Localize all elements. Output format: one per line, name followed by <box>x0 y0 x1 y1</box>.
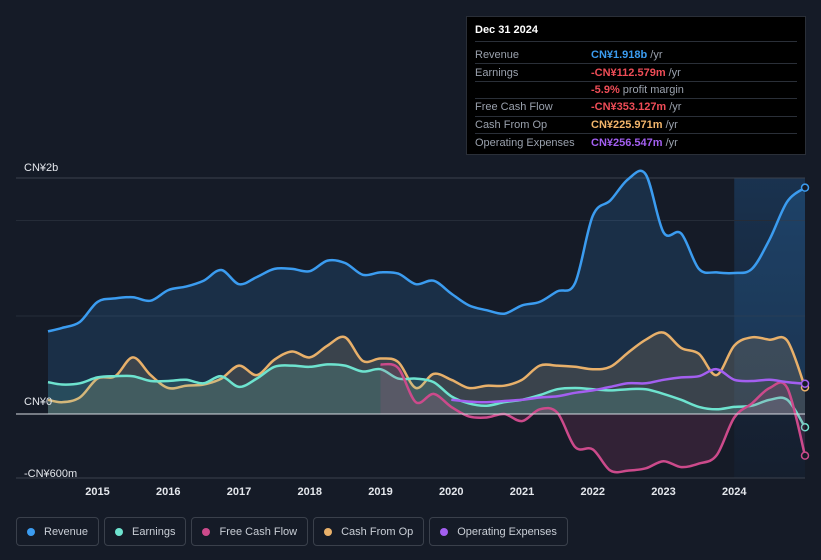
x-tick-label: 2022 <box>581 486 605 498</box>
x-tick-label: 2016 <box>156 486 180 498</box>
legend-earnings[interactable]: Earnings <box>104 517 187 546</box>
earnings-endpoint <box>800 423 810 432</box>
tooltip-value: -CN¥353.127m <box>591 101 667 114</box>
y-tick-label: CN¥0 <box>24 396 52 408</box>
legend-dot-icon <box>115 527 124 536</box>
legend-operating-expenses[interactable]: Operating Expenses <box>429 517 568 546</box>
x-tick-label: 2020 <box>439 486 463 498</box>
chart-tooltip: Dec 31 2024 Revenue CN¥1.918b /yr Earnin… <box>466 16 806 155</box>
tooltip-value: CN¥256.547m <box>591 136 663 149</box>
x-tick-label: 2023 <box>651 486 675 498</box>
legend-free-cash-flow[interactable]: Free Cash Flow <box>191 517 309 546</box>
x-tick-label: 2017 <box>227 486 251 498</box>
legend-cash-from-op[interactable]: Cash From Op <box>313 517 425 546</box>
tooltip-label: Free Cash Flow <box>475 101 553 114</box>
tooltip-row-revenue: Revenue CN¥1.918b /yr <box>475 47 797 65</box>
x-tick-label: 2018 <box>298 486 322 498</box>
cash-from-op-line <box>47 331 807 404</box>
x-tick-label: 2019 <box>368 486 392 498</box>
tooltip-value: CN¥1.918b <box>591 49 648 62</box>
tooltip-row-free-cash-flow: Free Cash Flow -CN¥353.127m /yr <box>475 99 797 117</box>
revenue-area <box>48 170 805 414</box>
cash-from-op-area <box>48 332 805 414</box>
legend-dot-icon <box>440 527 449 536</box>
operating-expenses-endpoint <box>800 379 810 388</box>
tooltip-label: Operating Expenses <box>475 136 575 149</box>
tooltip-value: -5.9% <box>591 83 620 96</box>
chart-legend: Revenue Earnings Free Cash Flow Cash Fro… <box>16 517 568 546</box>
tooltip-row-operating-expenses: Operating Expenses CN¥256.547m /yr <box>475 134 797 151</box>
y-tick-label: CN¥2b <box>24 162 58 174</box>
tooltip-label: Revenue <box>475 49 520 62</box>
revenue-endpoint <box>800 183 810 192</box>
revenue-line <box>47 169 806 333</box>
legend-label: Operating Expenses <box>457 525 557 538</box>
tooltip-date: Dec 31 2024 <box>475 24 797 42</box>
tooltip-unit: /yr <box>665 118 678 131</box>
tooltip-row-cash-from-op: Cash From Op CN¥225.971m /yr <box>475 117 797 134</box>
free-cash-flow-area <box>380 364 805 473</box>
y-tick-label: -CN¥600m <box>24 468 77 480</box>
earnings-area <box>48 364 805 428</box>
legend-label: Cash From Op <box>341 525 414 538</box>
earnings-line <box>47 363 807 428</box>
tooltip-row-profit-margin: -5.9% profit margin <box>475 82 797 100</box>
free-cash-flow-line <box>380 362 807 474</box>
tooltip-label: Earnings <box>475 66 519 79</box>
legend-dot-icon <box>27 527 35 536</box>
tooltip-unit: /yr <box>668 66 681 79</box>
legend-label: Earnings <box>132 525 176 538</box>
tooltip-unit: /yr <box>650 49 663 62</box>
tooltip-unit: profit margin <box>622 83 684 96</box>
tooltip-value: -CN¥112.579m <box>591 66 666 79</box>
operating-expenses-line <box>451 367 806 404</box>
legend-revenue[interactable]: Revenue <box>16 517 100 546</box>
tooltip-label: Cash From Op <box>475 118 548 131</box>
free-cash-flow-endpoint <box>800 451 810 460</box>
x-tick-label: 2024 <box>722 486 747 498</box>
tooltip-unit: /yr <box>665 136 678 149</box>
tooltip-row-earnings: Earnings -CN¥112.579m /yr <box>475 64 797 82</box>
legend-dot-icon <box>202 527 211 536</box>
legend-label: Revenue <box>44 525 89 538</box>
x-tick-label: 2015 <box>85 486 109 498</box>
tooltip-value: CN¥225.971m <box>591 118 663 131</box>
x-tick-label: 2021 <box>510 486 534 498</box>
forecast-highlight-band <box>734 178 805 478</box>
tooltip-unit: /yr <box>669 101 682 114</box>
legend-label: Free Cash Flow <box>219 525 298 538</box>
legend-dot-icon <box>324 527 333 536</box>
